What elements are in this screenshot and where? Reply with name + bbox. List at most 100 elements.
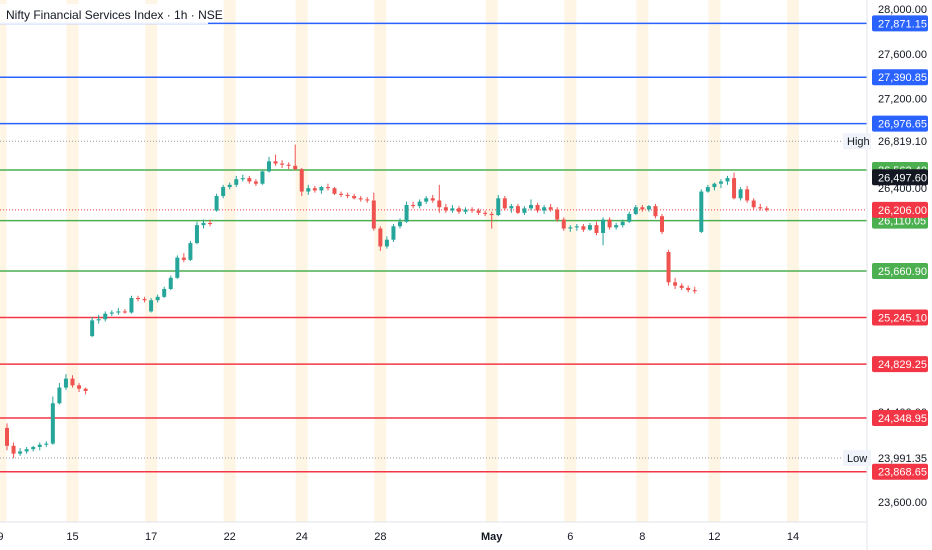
candle-body [57,387,62,404]
chart-title: Nifty Financial Services Index · 1h · NS… [6,8,223,22]
candle-body [155,296,160,301]
session-band [485,0,498,522]
candle-body [633,207,638,214]
level-tag [872,115,928,132]
candle-body [718,181,723,184]
candle-body [103,313,108,320]
candle-body [751,200,756,208]
candle-body [365,199,370,201]
level-tag [872,69,928,86]
candle-body [745,189,750,201]
candle-body [456,208,461,212]
candle-body [660,216,664,232]
candle-body [273,161,278,164]
session-band [787,0,799,522]
candle-body [325,187,330,189]
candle-body [758,207,763,209]
candle-body [345,194,350,197]
candle-body [280,163,285,165]
candle-body [142,299,147,301]
candle-body [437,200,442,208]
candle-body [450,208,455,211]
candle-body [240,178,245,180]
low-badge [843,449,871,466]
candle-body [679,285,684,288]
candle-body [686,287,691,291]
candle-body [653,206,658,217]
high-label: High [847,136,870,148]
session-band [0,0,7,522]
candle-body [411,204,416,207]
candle-body [607,219,612,228]
candle-body [109,312,114,314]
candle-body [391,226,396,240]
level-tag [872,463,928,480]
x-tick-label: 6 [567,531,573,543]
candle-body [522,208,527,213]
candle-body [122,311,127,313]
candle-body [699,191,704,232]
candle-body [31,446,36,450]
candle-body [77,385,82,389]
candle-body [764,208,769,210]
candle-body [542,207,547,211]
candle-body [129,297,134,313]
candle-body [378,228,383,247]
high-badge [843,133,871,150]
candle-body [260,171,265,184]
level-tag-label: 25,245.10 [878,313,927,325]
candle-body [227,184,232,188]
candle-body [175,257,180,278]
candle-body [568,227,573,229]
candle-body [24,449,29,452]
candle-body [149,300,154,312]
candle-body [587,225,592,230]
candle-body [371,200,376,229]
candle-body [37,444,42,447]
candle-body [319,187,324,191]
y-tick-label: 28,000.00 [878,4,927,16]
candle-body [63,378,68,388]
level-tag-label: 27,390.85 [878,72,927,84]
candle-body [515,206,520,213]
candle-body [162,289,167,297]
session-band [374,0,387,522]
candle-body [83,388,88,391]
candle-body [96,319,101,321]
candle-body [738,189,743,199]
candle-body [44,443,49,445]
candle-body [489,213,494,216]
session-band [636,0,649,522]
candle-body [594,225,599,233]
x-tick-label: May [481,531,503,543]
candle-body [267,161,271,172]
level-tag-label: 24,829.25 [878,359,927,371]
candle-body [358,198,363,200]
candle-body [299,169,304,192]
title-bg [0,4,208,24]
candle-body [208,222,213,225]
candle-body [181,257,186,260]
candle-body [286,164,291,166]
candle-body [725,178,730,182]
candle-body [646,206,651,210]
candle-body [18,451,23,454]
candle-body [384,239,389,247]
candle-body [253,181,258,184]
session-band [564,0,577,522]
session-band [145,0,158,522]
candle-body [732,178,737,199]
candle-body [430,198,435,201]
level-tag-label: 26,110.05 [878,216,926,228]
candle-body [502,198,507,209]
candle-body [234,179,239,185]
low-value: 23,991.35 [878,453,927,465]
candle-body [188,243,193,260]
candle-body [470,209,475,211]
x-tick-label: 15 [66,531,78,543]
candle-body [352,196,357,199]
current-price-tag-label: 26,497.60 [878,172,927,184]
candle-body [332,188,337,194]
high-value: 26,819.10 [878,136,927,148]
candle-body [424,198,429,202]
